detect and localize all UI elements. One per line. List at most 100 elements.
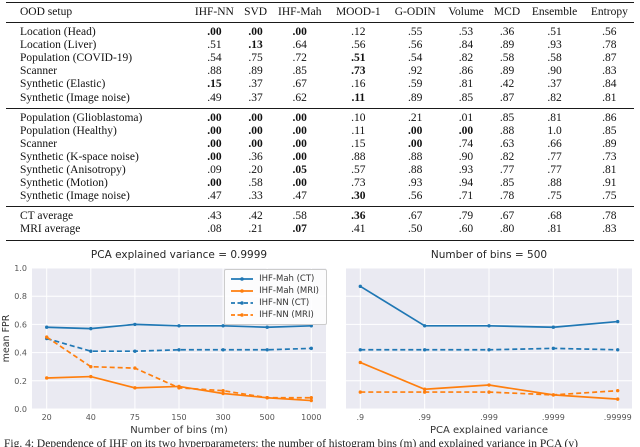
x-tick-label: 1000: [301, 413, 321, 422]
data-point-marker: [616, 397, 620, 401]
value-cell: .87: [602, 52, 617, 65]
line-chart-pca: .9 .99 .999 .9999 .99999 Number of bins = 500…: [338, 246, 638, 436]
data-point-marker: [487, 324, 491, 328]
value-cell: .00: [292, 124, 307, 137]
value-cell: .93: [408, 177, 423, 190]
legend-label: IHF-Mah (CT): [259, 274, 315, 284]
column-header-method: G-ODIN: [394, 6, 436, 18]
value-cell: .00: [292, 26, 307, 39]
row-label: Scanner: [20, 65, 58, 78]
value-cell: .77: [499, 164, 515, 177]
value-cell: .83: [602, 223, 617, 236]
legend-entry: IHF-Mah (MRI): [230, 285, 319, 297]
row-label: Location (Liver): [20, 39, 97, 52]
value-cell: .30: [351, 190, 366, 203]
data-point-marker: [45, 376, 49, 380]
value-cell: .73: [602, 150, 617, 163]
legend-line-sample: [231, 301, 254, 305]
data-point-marker: [422, 390, 427, 394]
value-cell: .00: [248, 124, 263, 137]
value-cell: .84: [458, 39, 474, 52]
value-cell: .74: [458, 137, 474, 150]
value-cell: .67: [499, 210, 515, 223]
value-cell: .00: [207, 111, 222, 124]
data-point-marker: [358, 360, 362, 365]
x-tick-label: .9: [356, 413, 364, 422]
value-cell: .89: [499, 65, 515, 78]
table-row: Scanner .88 .89 .85 .73 .92 .86 .89 .90 .83: [6, 65, 634, 78]
value-cell: .05: [292, 164, 307, 177]
line-chart-bins: 0.0 0.2 0.4 0.6 0.8 1.0 20 40 75 150 300 500 1000 PCA…: [0, 246, 332, 436]
data-point-marker: [45, 325, 49, 329]
data-point-marker: [487, 383, 491, 387]
x-axis-label: Number of bins (m): [130, 425, 228, 434]
y-tick-label: 0.2: [14, 377, 27, 386]
value-cell: .71: [458, 190, 474, 203]
figure-caption: Fig. 4: Dependence of IHF on its two hyp…: [4, 438, 578, 447]
data-point-marker: [133, 386, 137, 390]
x-tick-label: 500: [260, 413, 275, 422]
value-cell: .10: [351, 111, 366, 124]
legend-line-sample: [231, 313, 254, 317]
data-point-marker: [177, 348, 181, 352]
value-cell: .00: [408, 124, 423, 137]
data-point-marker: [422, 387, 427, 391]
value-cell: .87: [499, 91, 515, 104]
value-cell: .00: [292, 111, 307, 124]
column-header-method: IHF-NN: [194, 6, 234, 18]
table-row: Synthetic (Motion) .00 .58 .00 .73 .93 .94 .85.…: [6, 177, 634, 190]
value-cell: .85: [292, 65, 307, 78]
value-cell: .81: [547, 111, 562, 124]
value-cell: .89: [602, 137, 617, 150]
value-cell: .81: [602, 91, 617, 104]
table-row: Synthetic (Anisotropy) .09 .20 .05 .57 .88 .93…: [6, 164, 634, 177]
value-cell: .56: [351, 39, 366, 52]
value-cell: .01: [458, 111, 474, 124]
x-tick-label: 20: [42, 413, 52, 422]
value-cell: .56: [408, 190, 423, 203]
value-cell: .66: [547, 137, 562, 150]
data-point-marker: [358, 390, 362, 394]
data-point-marker: [265, 348, 269, 352]
value-cell: .20: [248, 164, 263, 177]
legend-entry: IHF-NN (MRI): [230, 309, 319, 321]
data-point-marker: [422, 324, 427, 328]
table-row: Population (COVID-19) .54 .75 .72 .51 .54 .82.…: [6, 52, 634, 65]
value-cell: .00: [292, 137, 307, 150]
value-cell: .82: [547, 91, 562, 104]
value-cell: .00: [207, 26, 222, 39]
value-cell: .15: [351, 137, 366, 150]
value-cell: .58: [248, 177, 263, 190]
value-cell: .89: [499, 39, 515, 52]
column-header-method: IHF-Mah: [278, 6, 322, 18]
value-cell: .94: [458, 177, 474, 190]
data-point-marker: [358, 284, 362, 289]
legend-label: IHF-NN (CT): [259, 298, 310, 308]
value-cell: .93: [458, 164, 474, 177]
value-cell: .78: [602, 210, 617, 223]
value-cell: .89: [248, 65, 263, 78]
value-cell: .00: [248, 137, 263, 150]
x-tick-label: 150: [171, 413, 186, 422]
table-section-averages: CT average .43.42.58.36.67.79.67.68.78 MRI…: [6, 206, 634, 240]
value-cell: .00: [207, 124, 222, 137]
value-cell: .86: [602, 111, 617, 124]
value-cell: .08: [207, 223, 222, 236]
value-cell: .84: [602, 78, 617, 91]
value-cell: .68: [547, 210, 562, 223]
value-cell: .58: [499, 52, 515, 65]
data-point-marker: [177, 324, 181, 328]
value-cell: .72: [292, 52, 307, 65]
value-cell: .55: [408, 26, 423, 39]
value-cell: .21: [248, 223, 263, 236]
row-label: Population (Glioblastoma): [20, 111, 143, 124]
data-point-marker: [616, 388, 620, 393]
value-cell: .81: [547, 223, 562, 236]
value-cell: .89: [408, 91, 423, 104]
data-point-marker: [551, 325, 556, 329]
row-label: Synthetic (K-space noise): [20, 150, 139, 163]
value-cell: .36: [499, 26, 515, 39]
data-point-marker: [89, 374, 93, 379]
value-cell: .88: [547, 177, 562, 190]
legend-line-sample: [231, 289, 254, 293]
